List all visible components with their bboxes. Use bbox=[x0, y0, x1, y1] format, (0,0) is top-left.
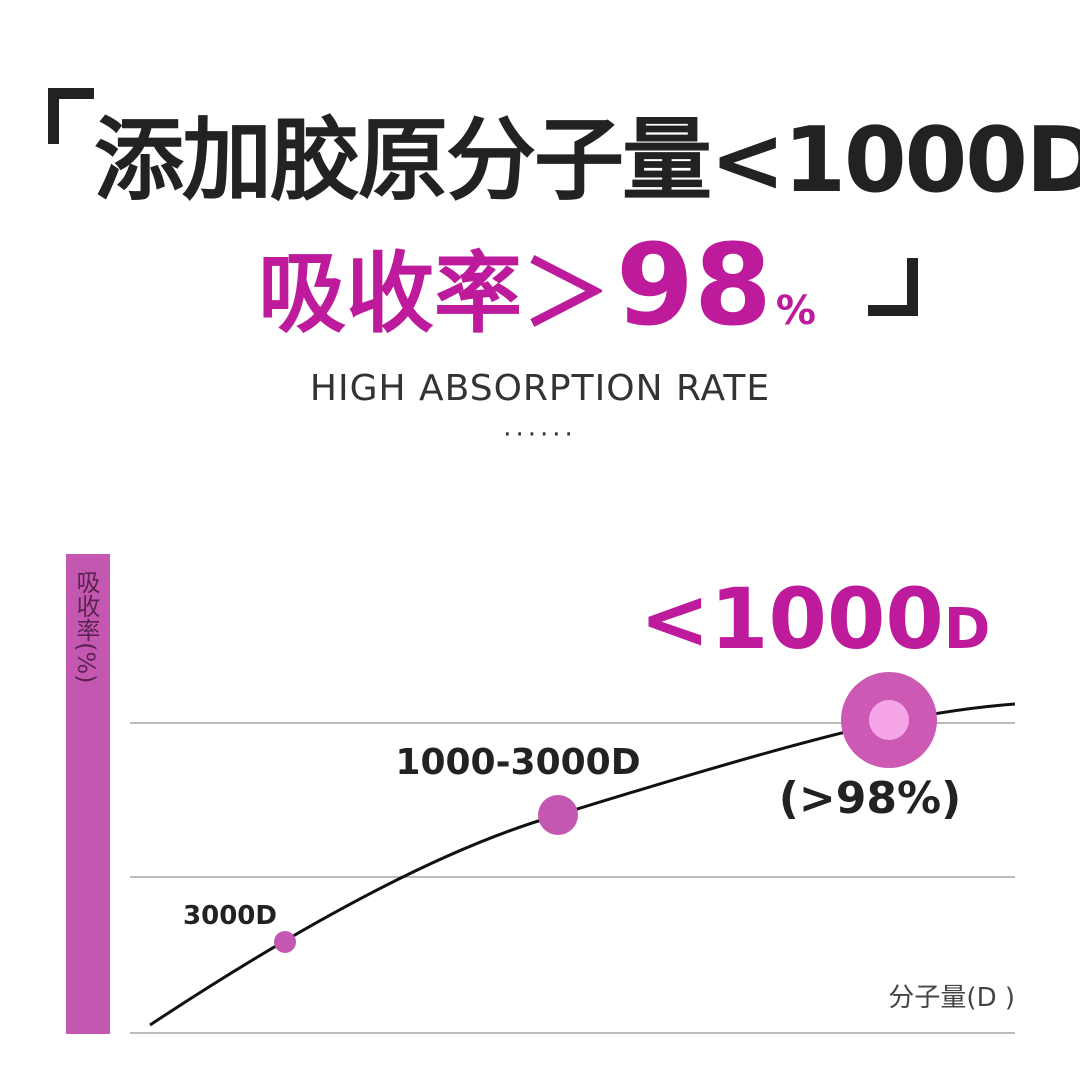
point-under-1000d-value-label: (>98%) bbox=[779, 773, 961, 824]
point-3000d bbox=[274, 931, 296, 953]
point-under-1000d-big-label: <1000D bbox=[640, 570, 991, 668]
big-label-unit: D bbox=[944, 597, 990, 662]
y-axis-label: 吸收率(%) bbox=[72, 570, 100, 684]
point-3000d-label: 3000D bbox=[183, 901, 277, 931]
headline-absorption-value: 98 bbox=[616, 221, 772, 351]
headline-title: 添加胶原分子量<1000D bbox=[94, 108, 1080, 213]
close-bracket bbox=[868, 258, 918, 316]
x-axis-label: 分子量(D ) bbox=[888, 983, 1015, 1013]
headline-absorption: 吸收率＞ 98 % bbox=[258, 221, 816, 351]
big-label-number: <1000 bbox=[640, 570, 944, 668]
point-under-1000d-core bbox=[869, 700, 909, 740]
headline-absorption-unit: % bbox=[775, 288, 816, 334]
point-1000-3000d-label: 1000-3000D bbox=[395, 742, 640, 783]
point-1000-3000d bbox=[538, 795, 578, 835]
dot-divider: ······ bbox=[503, 420, 577, 450]
open-bracket bbox=[48, 88, 94, 144]
subtitle: HIGH ABSORPTION RATE bbox=[309, 368, 771, 409]
y-axis-bar bbox=[66, 554, 110, 1034]
headline-absorption-text: 吸收率＞ bbox=[258, 242, 611, 345]
